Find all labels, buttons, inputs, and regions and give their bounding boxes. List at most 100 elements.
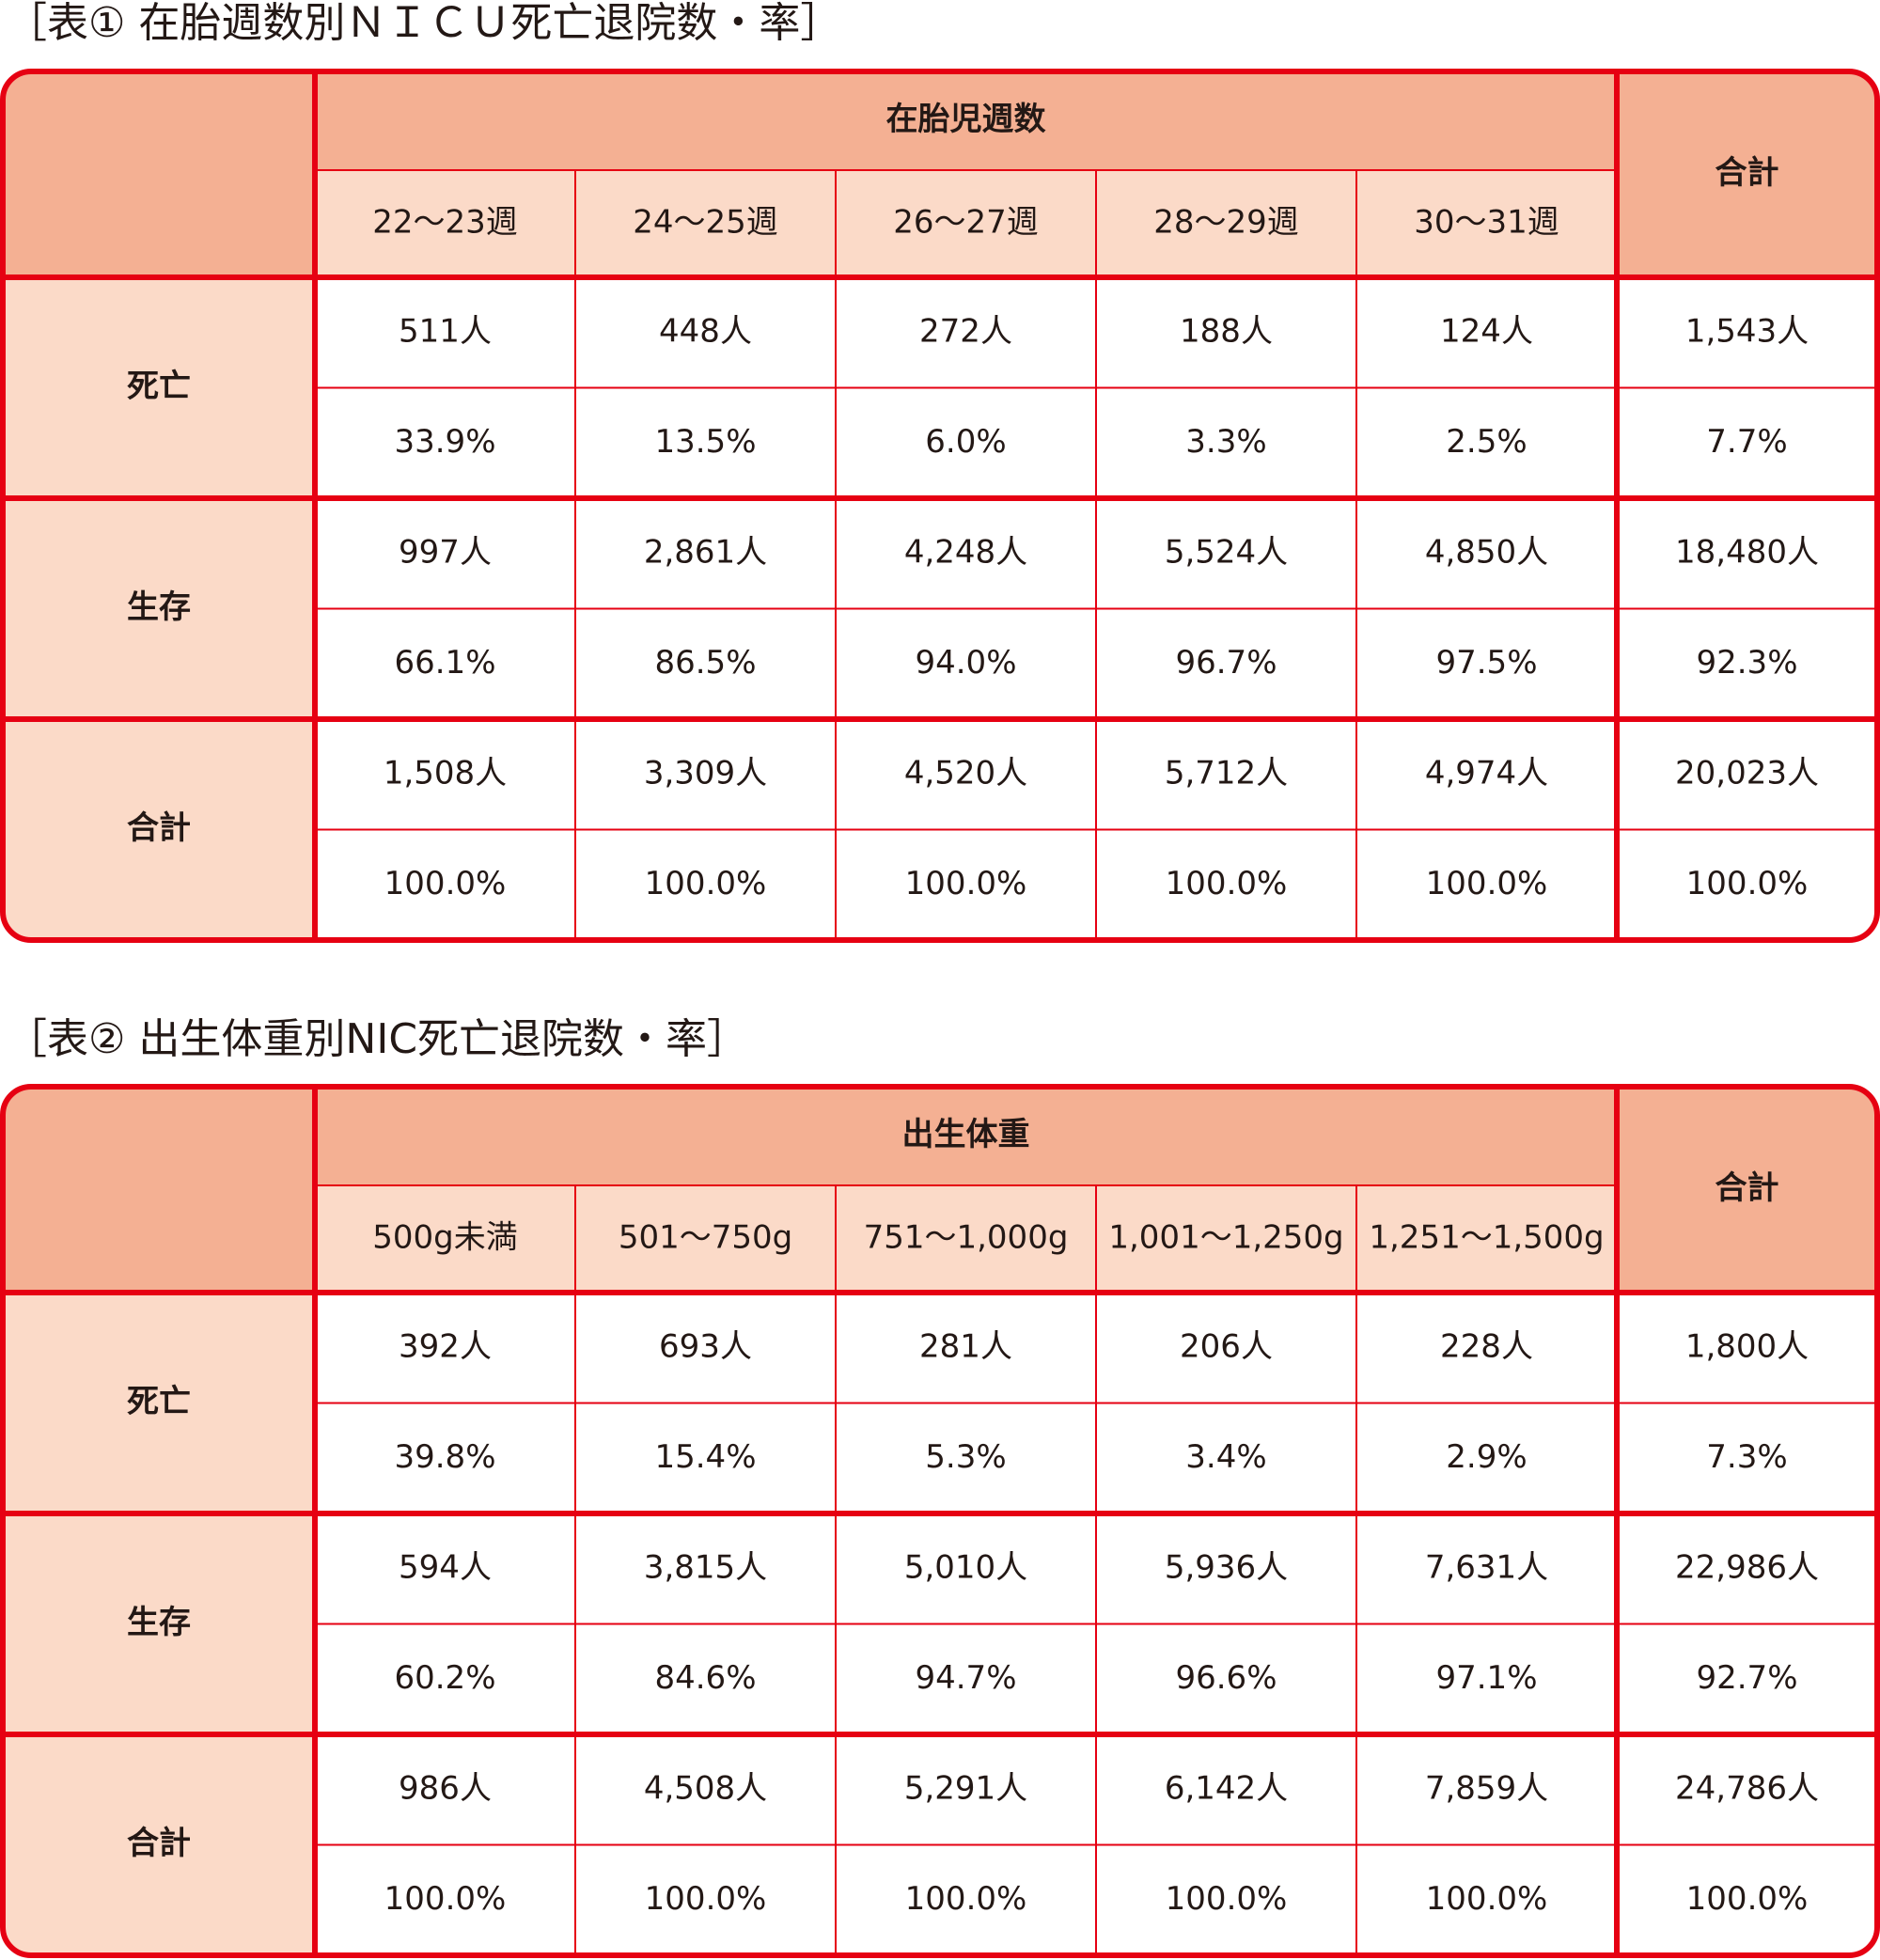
- cell-text: 693人: [659, 1327, 752, 1365]
- cell: [1355, 1843, 1618, 1955]
- cell-text: 3,815人: [644, 1548, 767, 1586]
- cell-text: 13.5%: [654, 423, 756, 461]
- cell-text: 生存: [127, 588, 191, 626]
- cell: [1095, 497, 1357, 610]
- cell-text: 5,936人: [1165, 1548, 1288, 1586]
- cell: [1616, 71, 1877, 278]
- cell-text: 死亡: [127, 1383, 191, 1420]
- cell-text: 18,480人: [1675, 533, 1819, 571]
- cell: [835, 607, 1097, 720]
- cell: [1095, 1843, 1357, 1955]
- cell-text: 100.0%: [645, 1880, 767, 1918]
- cell-text: 7.7%: [1706, 423, 1787, 461]
- cell-text: 96.6%: [1175, 1659, 1277, 1697]
- cell: [574, 828, 837, 940]
- cell-text: 4,508人: [644, 1769, 767, 1807]
- cell-text: 5.3%: [925, 1438, 1006, 1476]
- cell-text: 100.0%: [905, 865, 1027, 902]
- cell: [835, 1623, 1097, 1735]
- table-border: [0, 1084, 1880, 1958]
- cell-text: 751～1,000g: [864, 1219, 1069, 1257]
- cell-text: 2.5%: [1446, 423, 1527, 461]
- table-title: ［表① 在胎週数別ＮＩＣＵ死亡退院数・率］: [6, 0, 841, 47]
- cell: [1095, 1402, 1357, 1514]
- cell: [3, 1292, 316, 1514]
- cell: [574, 497, 837, 610]
- cell-text: 3.4%: [1185, 1438, 1266, 1476]
- cell: [314, 1184, 576, 1294]
- cell: [1095, 828, 1357, 940]
- cell: [3, 71, 316, 278]
- cell-text: 4,974人: [1425, 754, 1548, 792]
- cell: [574, 1402, 837, 1514]
- cell-text: 1,001～1,250g: [1108, 1219, 1343, 1257]
- cell-text: 60.2%: [394, 1659, 495, 1697]
- cell: [314, 1513, 576, 1625]
- cell: [3, 497, 316, 720]
- cell: [1355, 169, 1618, 278]
- cell-text: 281人: [919, 1327, 1012, 1365]
- cell-text: 在胎児週数: [886, 101, 1046, 138]
- cell-text: 100.0%: [645, 865, 767, 902]
- cell-text: 500g未満: [372, 1219, 517, 1257]
- cell: [3, 718, 316, 940]
- cell: [1616, 1733, 1877, 1846]
- cell-text: 2,861人: [644, 533, 767, 571]
- cell: [3, 1087, 316, 1294]
- cell: [574, 1843, 837, 1955]
- table-title: ［表② 出生体重別NIC死亡退院数・率］: [6, 1015, 748, 1063]
- cell: [835, 386, 1097, 499]
- cell: [835, 169, 1097, 278]
- cell: [1355, 607, 1618, 720]
- cell: [1095, 1733, 1357, 1846]
- cell-text: 28～29週: [1153, 204, 1299, 242]
- cell: [1616, 1402, 1877, 1514]
- cell: [835, 1513, 1097, 1625]
- cell: [835, 497, 1097, 610]
- cell-text: 生存: [127, 1604, 191, 1641]
- cell: [574, 1292, 837, 1404]
- cell: [835, 1402, 1097, 1514]
- cell: [1616, 1292, 1877, 1404]
- cell: [835, 1733, 1097, 1846]
- cell-text: 6.0%: [925, 423, 1006, 461]
- cell-text: 26～27週: [893, 204, 1039, 242]
- cell-text: 501～750g: [619, 1219, 792, 1257]
- cell-text: 7.3%: [1706, 1438, 1787, 1476]
- cell-text: 20,023人: [1675, 754, 1819, 792]
- cell-text: 100.0%: [1686, 865, 1809, 902]
- cell: [835, 1292, 1097, 1404]
- cell-text: 100.0%: [384, 865, 507, 902]
- cell-text: 97.5%: [1435, 644, 1537, 682]
- cell: [1095, 386, 1357, 499]
- cell-text: 66.1%: [394, 644, 495, 682]
- cell-text: 96.7%: [1175, 644, 1277, 682]
- cell-text: 1,800人: [1685, 1327, 1809, 1365]
- cell: [314, 1843, 576, 1955]
- cell-text: 39.8%: [394, 1438, 495, 1476]
- cell-text: 7,859人: [1425, 1769, 1548, 1807]
- cell-text: 84.6%: [654, 1659, 756, 1697]
- cell: [1616, 276, 1877, 389]
- cell-text: 死亡: [127, 368, 191, 405]
- cell-text: 4,850人: [1425, 533, 1548, 571]
- cell: [1095, 718, 1357, 831]
- cell-text: 124人: [1440, 312, 1533, 350]
- cell: [3, 276, 316, 499]
- cell-text: 15.4%: [654, 1438, 756, 1476]
- cell: [574, 718, 837, 831]
- cell: [1355, 386, 1618, 499]
- cell: [1616, 1087, 1877, 1294]
- cell-text: 22～23週: [372, 204, 518, 242]
- cell-text: 33.9%: [394, 423, 495, 461]
- cell-text: 97.1%: [1435, 1659, 1537, 1697]
- cell-text: 4,520人: [904, 754, 1027, 792]
- cell: [314, 828, 576, 940]
- cell-text: 100.0%: [384, 1880, 507, 1918]
- cell-text: 100.0%: [1426, 865, 1548, 902]
- cell: [835, 1184, 1097, 1294]
- cell: [1095, 1623, 1357, 1735]
